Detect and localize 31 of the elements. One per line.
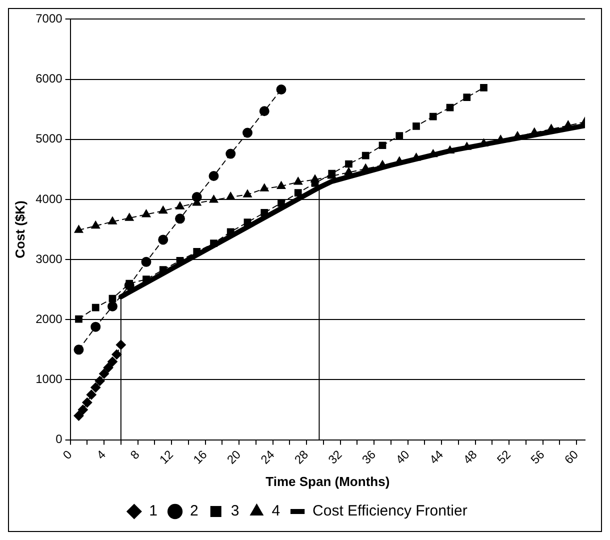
- y-tick-label: 6000: [36, 72, 63, 86]
- x-tick-label: 56: [528, 447, 548, 467]
- x-tick-label: 12: [156, 447, 176, 467]
- legend-label: 1: [149, 502, 158, 520]
- x-tick-label: 48: [460, 447, 480, 467]
- x-tick-label: 16: [190, 447, 210, 467]
- x-tick-label: 36: [359, 447, 379, 467]
- x-tick-label: 32: [325, 447, 345, 467]
- legend-label: 4: [272, 502, 280, 520]
- y-tick-label: 4000: [36, 192, 63, 206]
- y-axis-title: Cost ($K): [12, 200, 28, 258]
- legend-label: 2: [190, 502, 198, 520]
- y-tick-label: 3000: [36, 252, 63, 266]
- x-tick-label: 52: [494, 447, 514, 467]
- y-tick-label: 0: [56, 432, 63, 446]
- x-tick-label: 44: [426, 447, 446, 467]
- x-tick-label: 0: [60, 447, 75, 462]
- x-tick-label: 40: [392, 447, 412, 467]
- x-tick-label: 28: [292, 447, 312, 467]
- x-tick-label: 8: [128, 447, 142, 462]
- x-tick-label: 24: [258, 447, 278, 467]
- x-tick-label: 20: [224, 447, 244, 467]
- x-tick-label: 4: [94, 447, 109, 462]
- legend-label: 3: [230, 502, 240, 520]
- y-tick-label: 2000: [36, 312, 63, 326]
- x-axis-title: Time Span (Months): [266, 474, 390, 489]
- y-tick-label: 1000: [36, 372, 63, 386]
- legend-label: Cost Efficiency Frontier: [312, 502, 468, 520]
- y-tick-label: 7000: [36, 12, 63, 26]
- x-tick-label: 60: [562, 447, 582, 467]
- y-tick-label: 5000: [36, 132, 63, 146]
